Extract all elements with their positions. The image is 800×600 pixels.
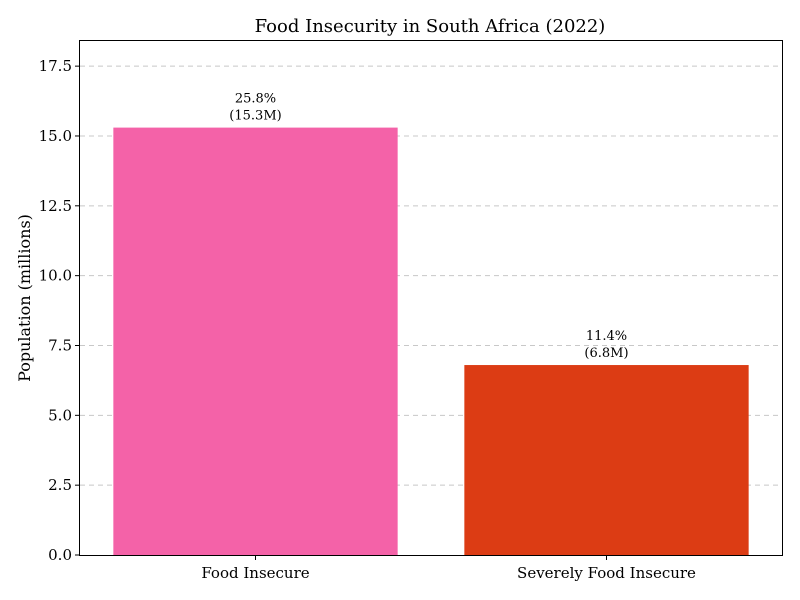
bar — [464, 365, 749, 555]
bar-percentage-label: 11.4% — [586, 329, 627, 344]
y-tick-label: 15.0 — [39, 127, 72, 145]
x-tick-label: Food Insecure — [201, 564, 309, 582]
y-tick-label: 7.5 — [48, 336, 72, 354]
bar-value-label: (15.3M) — [229, 109, 281, 124]
chart-title: Food Insecurity in South Africa (2022) — [255, 16, 606, 37]
y-axis-ticks: 0.0 2.5 5.0 7.5 10.0 12.5 15.0 17.5 — [39, 57, 80, 564]
x-tick-label: Severely Food Insecure — [517, 564, 696, 582]
x-axis-ticks: Food Insecure Severely Food Insecure — [201, 555, 696, 582]
y-tick-label: 10.0 — [39, 267, 72, 285]
y-tick-label: 0.0 — [48, 546, 72, 564]
y-tick-label: 5.0 — [48, 406, 72, 424]
bars — [113, 127, 749, 555]
plot-frame — [79, 40, 783, 556]
bar — [113, 127, 398, 555]
y-tick-label: 2.5 — [48, 476, 72, 494]
y-axis-label: Population (millions) — [15, 214, 34, 382]
bar-percentage-label: 25.8% — [235, 92, 276, 107]
bar-value-label: (6.8M) — [584, 346, 628, 361]
y-tick-label: 17.5 — [39, 57, 72, 75]
data-labels: 25.8% (15.3M) 11.4% (6.8M) — [229, 92, 628, 361]
y-tick-label: 12.5 — [39, 197, 72, 215]
